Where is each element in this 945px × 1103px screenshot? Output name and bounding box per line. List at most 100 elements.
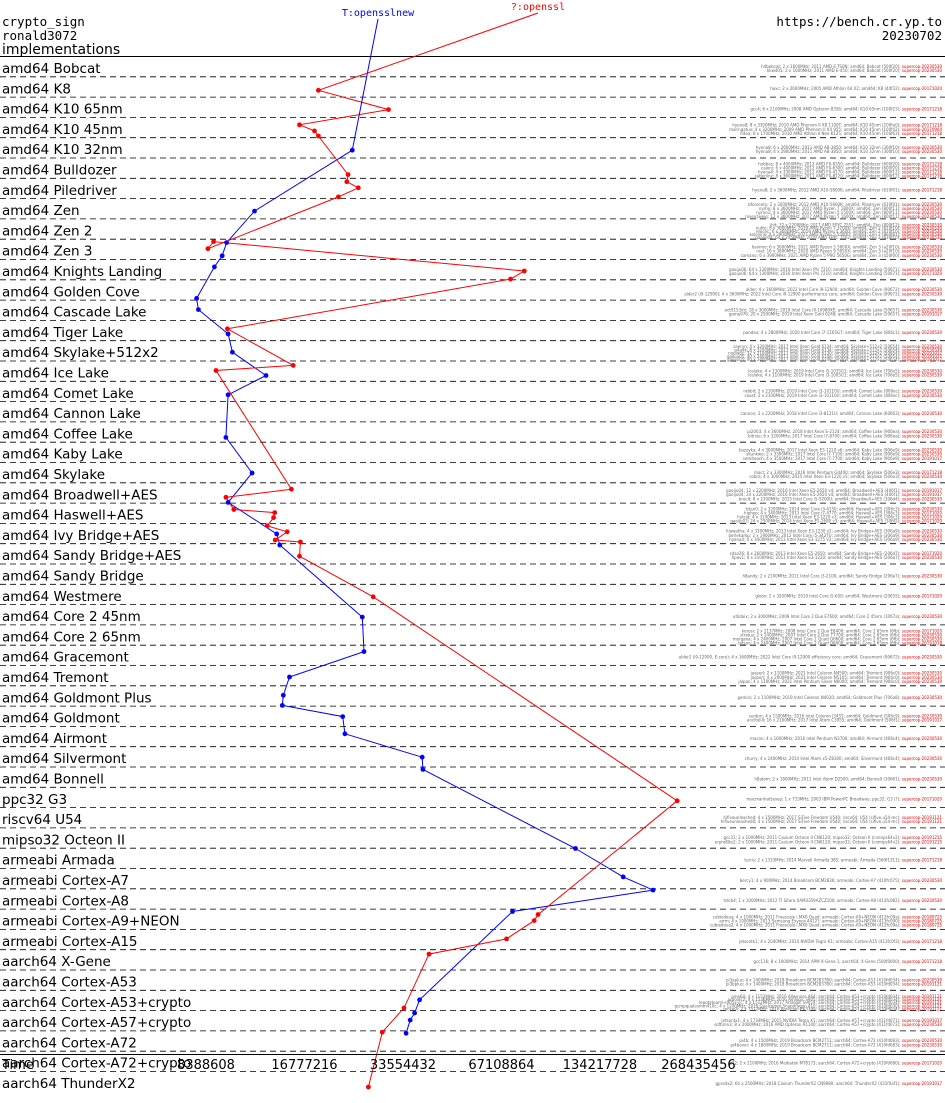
cpu-description: cdse26; 8 x 2600MHz; 2013 Intel Xeon E5-… <box>730 551 902 556</box>
cpu-supercop-version: supercop-20171218 <box>902 162 943 167</box>
data-point <box>521 268 527 274</box>
cpu-note: pandex; 4 x 2800MHz; 2020 Intel Core i7-… <box>743 330 942 335</box>
cpu-supercop-version: supercop-20230530 <box>902 614 943 619</box>
cpu-note: alder; 4 x 3600MHz; 2022 Intel Core i9-1… <box>746 287 943 292</box>
cpu-note: p4adk; 8 x 3200MHz; 2017 Intel Xeon Gold… <box>734 347 942 352</box>
cpu-note: nyrno1; 4 x 3600MHz; 2017 AMD Ryzen 5 15… <box>756 210 942 215</box>
cpu-supercop-version: supercop-20191017 <box>902 357 943 362</box>
data-point <box>401 1005 407 1011</box>
data-point <box>284 529 290 535</box>
row-label: amd64 Bonnell <box>2 772 104 788</box>
data-point <box>297 553 302 559</box>
cpu-description: pine64; 4 x 1152MHz; 2016 Allwinner A64;… <box>731 994 902 999</box>
data-point <box>650 887 656 893</box>
cpu-supercop-version: supercop-20230530 <box>902 429 943 434</box>
cpu-description: cobra; 4 x 3000MHz; 2015 Intel Xeon E3-1… <box>749 474 902 479</box>
cpu-description: gcmpqualcomm410c; 4 x 1200MHz; 2016 Qual… <box>675 1003 902 1008</box>
cpu-supercop-version: supercop-20171218 <box>902 174 943 179</box>
row-label: amd64 Ivy Bridge+AES <box>2 528 159 544</box>
cpu-supercop-version: supercop-20230530 <box>902 210 943 215</box>
data-point <box>280 692 286 698</box>
cpu-note: cubiedoua; 4 x 1000MHz; 2011 Freescale i… <box>713 914 943 919</box>
cpu-supercop-version: supercop-20230530 <box>902 632 943 637</box>
cpu-note: jasperl; 2 x 1100MHz; 2021 Intel Celeron… <box>750 671 943 676</box>
x-tick-label: 16777216 <box>271 1058 337 1073</box>
data-point <box>219 253 225 259</box>
data-point <box>312 128 317 134</box>
cpu-supercop-version: supercop-20230530 <box>902 235 943 240</box>
data-point <box>355 185 361 191</box>
data-point <box>426 951 432 957</box>
cpu-description: gemini; 2 x 1100MHz; 2019 Intel Celeron … <box>737 695 901 700</box>
cpu-note: pi4bover; 4 x 1800MHz; 2019 Broadcom BCM… <box>730 1042 942 1047</box>
cpu-note: hyena8; 8 x 3300MHz; 2010 AMD Phenom II … <box>732 123 942 128</box>
cpu-description: erpro8lte2; 2 x 1000MHz; 2011 Cavium Oct… <box>715 839 902 844</box>
cpu-note: hyena4; 4 x 3400MHz; 2013 Intel Xeon E3-… <box>729 537 942 542</box>
cpu-note: camano; 6 x 3900MHz; 2021 AMD Ryzen 5 PR… <box>741 253 943 258</box>
cpu-supercop-version: supercop-20230530 <box>902 347 943 352</box>
series-points <box>194 87 680 1090</box>
cpu-supercop-version: supercop-20230530 <box>902 1042 943 1047</box>
row-label: amd64 Piledriver <box>2 183 117 199</box>
cpu-description: pi3aplus; 4 x 1400MHz; 2018 Broadcom BCM… <box>726 977 902 982</box>
cpu-note: kerosi; 2 x 2137MHz; 2008 Intel Core 2 D… <box>742 628 942 633</box>
cpu-description: rabbit; 2 x 2100MHz; 2019 Intel Core i3-… <box>743 389 901 394</box>
cpu-description: jetsontx1; 4 x 1734MHz; 2015 NVIDIA Tegr… <box>720 1018 901 1023</box>
cpu-supercop-version: supercop-20191018 <box>902 640 943 645</box>
row-label: amd64 Ice Lake <box>2 366 109 382</box>
cpu-description: pi2003; 4 x 3600MHz; 2018 Intel Xeon E-2… <box>747 429 902 434</box>
cpu-note: pine64; 4 x 1152MHz; 2016 Allwinner A64;… <box>731 994 942 999</box>
cpu-supercop-version: supercop-20191017 <box>902 351 943 356</box>
cpu-supercop-version: supercop-20230530 <box>902 555 943 560</box>
cpu-note: gcmpqualcomm410c; 4 x 1200MHz; 2016 Qual… <box>675 1003 943 1008</box>
cpu-supercop-version: supercop-20230530 <box>902 389 943 394</box>
row-label: armeabi Cortex-A9+NEON <box>2 914 180 930</box>
cpu-note: rosenzweig; 12 x 3600MHz; 2017 AMD Ryzen… <box>745 214 942 219</box>
cpu-supercop-version: supercop-20230530 <box>902 573 943 578</box>
row-label: amd64 Golden Cove <box>2 284 140 300</box>
section-title: implementations <box>2 42 120 58</box>
data-point <box>279 703 285 708</box>
cpu-description: kerosi; 2 x 2137MHz; 2008 Intel Core 2 D… <box>742 628 902 633</box>
cpu-description: stratus; 2 x 2400MHz; 2007 Intel Core 2 … <box>740 632 902 637</box>
cpu-description: semiteach; 4 x 3500MHz; 2017 Intel Core … <box>743 456 902 461</box>
cpu-supercop-version: supercop-20230530 <box>902 68 943 73</box>
data-point <box>674 798 680 804</box>
cpu-description: gaoiju05; 40 x 2400MHz; 2017 Intel Xeon … <box>727 357 902 362</box>
cpu-supercop-version: supercop-20191121 <box>902 815 943 820</box>
data-point <box>290 363 296 368</box>
cpu-note: cobra; 4 x 3000MHz; 2015 Intel Xeon E3-1… <box>749 474 942 479</box>
cpu-note: jetsontk1; 4 x 2040MHz; 2014 NVIDIA Tegr… <box>738 939 942 944</box>
cpu-note: semiteach; 4 x 3500MHz; 2017 Intel Core … <box>743 456 943 461</box>
cpu-description: sunbrn; 4 x 1500MHz; 2016 Intel Celeron … <box>749 713 902 718</box>
data-point <box>344 179 350 185</box>
cpu-description: hanimo; 6 x 3600MHz; 2021 AMD Ryzen 5 56… <box>752 244 902 249</box>
cpu-description: odroidc2; 4 x 1536MHz; 2016 Amlogic S905… <box>728 997 902 1002</box>
cpu-note: hexc; 2 x 2600MHz; 2005 AMD Athlon 64 X2… <box>770 86 942 91</box>
cpu-description: kolonino; 4 x 2900MHz; 2021 AMD Ryzen 5 … <box>749 232 901 237</box>
cpu-description: icelake; 4 x 1300MHz; 2019 Intel Core i5… <box>748 368 902 373</box>
implementation-name: ronald3072 <box>2 28 77 43</box>
x-tick-label: 33554432 <box>370 1058 436 1073</box>
cpu-note: cannon; 2 x 2200MHz; 2018 Intel Core i3-… <box>741 411 943 416</box>
cpu-supercop-version: supercop-20191017 <box>902 1081 943 1086</box>
cpu-note: gcc4; 6 x 2100MHz; 2008 AMD Opteron 8356… <box>750 107 942 112</box>
cpu-note: hyena8; 2 x 3600MHz; 2012 AMD A10-5800K;… <box>752 188 942 193</box>
cpu-supercop-version: supercop-20230530 <box>902 636 943 641</box>
data-point <box>412 1010 417 1016</box>
data-point <box>417 997 422 1003</box>
data-point <box>297 122 302 128</box>
row-label: amd64 Tiger Lake <box>2 325 123 341</box>
cpu-description: utildoix; 2 x 3000MHz; 2009 Intel Core 2… <box>733 614 902 619</box>
row-label: amd64 Airmont <box>2 731 107 747</box>
cpu-note: gaoiju06; 64 x 1300MHz; 2016 Intel Xeon … <box>729 271 942 276</box>
row-label: amd64 Haswell+AES <box>2 508 143 524</box>
cpu-supercop-version: supercop-20230530 <box>902 214 943 219</box>
cpu-note: turris; 2 x 1333MHz; 2014 Marvell Armada… <box>744 858 942 863</box>
cpu-supercop-version: supercop-20230530 <box>902 474 943 479</box>
cpu-supercop-version: supercop-20230530 <box>902 675 943 680</box>
cpu-supercop-version: supercop-20171218 <box>902 123 943 128</box>
cpu-supercop-version: supercop-20171020 <box>902 86 943 91</box>
cpu-supercop-version: supercop-20191017 <box>902 354 943 359</box>
cpu-description: ihit; 32 x 2200MHz; 2017 AMD EPYC 7551; … <box>770 222 902 227</box>
